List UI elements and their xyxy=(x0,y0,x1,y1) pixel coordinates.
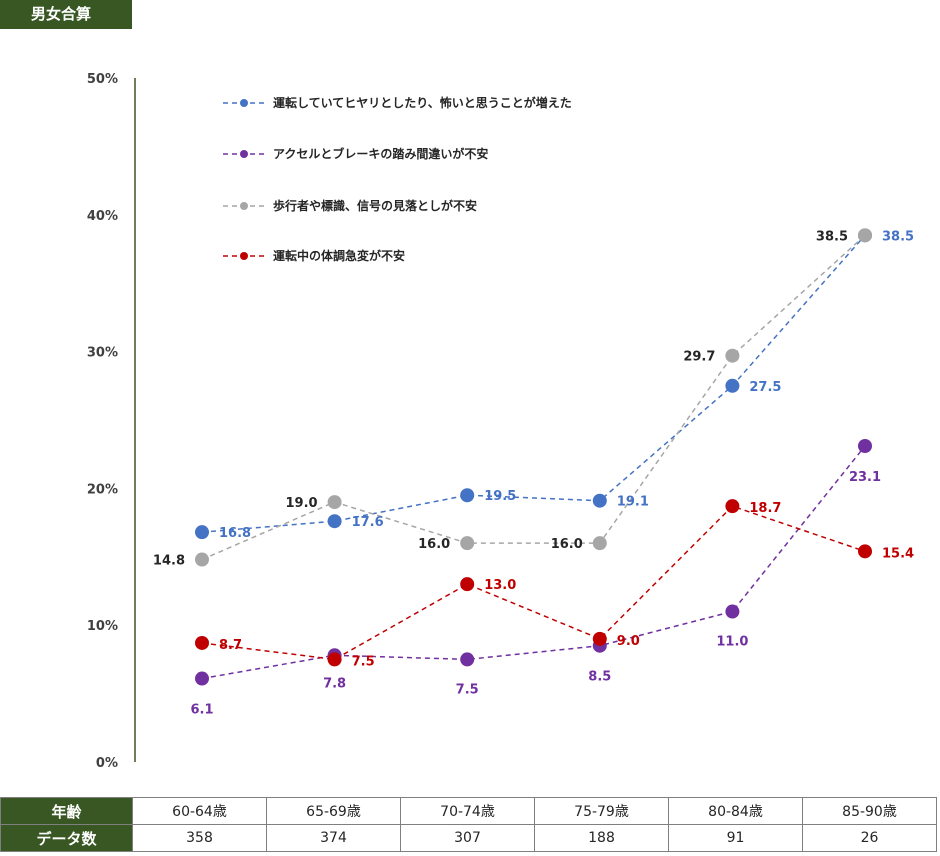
count-cell: 358 xyxy=(132,824,267,852)
age-cell: 60-64歳 xyxy=(132,797,267,825)
age-row: 年齢 60-64歳 65-69歳 70-74歳 75-79歳 80-84歳 85… xyxy=(0,797,937,825)
series-point-0 xyxy=(327,514,342,529)
y-tick-label: 10% xyxy=(87,619,118,634)
series-point-0 xyxy=(592,493,607,508)
series-point-1 xyxy=(460,652,475,667)
y-tick-label: 20% xyxy=(87,482,118,497)
data-label-3: 15.4 xyxy=(882,546,914,561)
data-label-3: 9.0 xyxy=(617,634,640,649)
count-cell: 188 xyxy=(534,824,669,852)
series-line-0 xyxy=(201,234,866,533)
series-point-3 xyxy=(195,635,209,650)
series-point-2 xyxy=(725,348,740,363)
age-cell: 75-79歳 xyxy=(534,797,669,825)
legend-marker-2 xyxy=(240,202,248,210)
legend-marker-3 xyxy=(240,252,248,260)
series-point-2 xyxy=(858,228,872,243)
data-label-0: 27.5 xyxy=(749,380,781,395)
y-axis-ticks: 0% 10% 20% 30% 40% 50% xyxy=(87,72,118,771)
data-label-1: 6.1 xyxy=(190,703,213,718)
data-label-1: 11.0 xyxy=(716,635,748,650)
legend-label-0: 運転していてヒヤリとしたり、怖いと思うことが増えた xyxy=(273,95,572,110)
series-point-3 xyxy=(592,631,607,646)
data-label-1: 23.1 xyxy=(849,470,881,485)
legend-marker-0 xyxy=(240,99,248,107)
data-label-2: 29.7 xyxy=(683,350,715,365)
data-label-3: 8.7 xyxy=(219,638,242,653)
series-line-2 xyxy=(201,234,866,561)
series-point-1 xyxy=(858,438,872,453)
legend-label-1: アクセルとブレーキの踏み間違いが不安 xyxy=(273,146,488,161)
y-tick-label: 0% xyxy=(96,756,118,771)
series-point-1 xyxy=(195,671,209,686)
data-label-0: 19.1 xyxy=(617,495,649,510)
chart-data-labels: 16.8 17.6 19.5 19.1 27.5 38.5 6.1 7.8 7.5 8.5 11.0… xyxy=(153,229,914,717)
data-label-2: 19.0 xyxy=(286,496,318,511)
count-cell: 91 xyxy=(668,824,803,852)
series-point-3 xyxy=(858,544,872,559)
age-cell: 85-90歳 xyxy=(802,797,937,825)
age-cell: 70-74歳 xyxy=(400,797,535,825)
legend-label-2: 歩行者や標識、信号の見落としが不安 xyxy=(273,198,477,213)
count-cell: 26 xyxy=(802,824,937,852)
y-tick-label: 30% xyxy=(87,346,118,361)
legend-label-3: 運転中の体調急変が不安 xyxy=(273,248,405,263)
series-line-1 xyxy=(201,445,866,680)
line-chart: 0% 10% 20% 30% 40% 50% 16.8 17.6 19.5 19.1 27.5 38… xyxy=(87,72,914,771)
series-point-0 xyxy=(195,525,209,540)
data-label-1: 7.8 xyxy=(323,676,346,691)
count-cell: 307 xyxy=(400,824,535,852)
count-row: データ数 358 374 307 188 91 26 xyxy=(0,824,937,852)
data-label-3: 13.0 xyxy=(484,578,516,593)
series-point-0 xyxy=(725,378,740,393)
data-label-0: 16.8 xyxy=(219,526,251,541)
count-header: データ数 xyxy=(0,824,133,852)
data-label-0: 38.5 xyxy=(882,229,914,244)
data-label-3: 18.7 xyxy=(749,501,781,516)
data-label-0: 17.6 xyxy=(352,515,384,530)
series-point-0 xyxy=(460,488,475,503)
data-label-2: 16.0 xyxy=(551,537,583,552)
y-tick-label: 50% xyxy=(87,72,118,87)
chart-legend: 運転していてヒヤリとしたり、怖いと思うことが増えたアクセルとブレーキの踏み間違い… xyxy=(223,95,572,263)
age-header: 年齢 xyxy=(0,797,133,825)
legend-marker-1 xyxy=(240,150,248,158)
data-table: 年齢 60-64歳 65-69歳 70-74歳 75-79歳 80-84歳 85… xyxy=(0,797,937,852)
chart-title-badge: 男女合算 xyxy=(0,0,132,29)
series-point-2 xyxy=(327,495,342,510)
series-point-3 xyxy=(327,652,342,667)
data-label-3: 7.5 xyxy=(352,654,375,669)
count-cell: 374 xyxy=(266,824,401,852)
data-label-2: 16.0 xyxy=(418,537,450,552)
series-point-3 xyxy=(460,577,475,592)
age-cell: 80-84歳 xyxy=(668,797,803,825)
data-label-1: 8.5 xyxy=(588,670,611,685)
age-cell: 65-69歳 xyxy=(266,797,401,825)
series-point-2 xyxy=(592,536,607,551)
series-point-3 xyxy=(725,499,740,514)
series-point-2 xyxy=(195,552,209,567)
series-line-3 xyxy=(201,505,866,661)
data-label-2: 14.8 xyxy=(153,554,185,569)
data-label-0: 19.5 xyxy=(484,489,516,504)
data-label-1: 7.5 xyxy=(456,682,479,697)
series-point-1 xyxy=(725,604,740,619)
series-point-2 xyxy=(460,536,475,551)
y-tick-label: 40% xyxy=(87,209,118,224)
chart-series xyxy=(195,228,872,686)
data-label-2: 38.5 xyxy=(816,229,848,244)
